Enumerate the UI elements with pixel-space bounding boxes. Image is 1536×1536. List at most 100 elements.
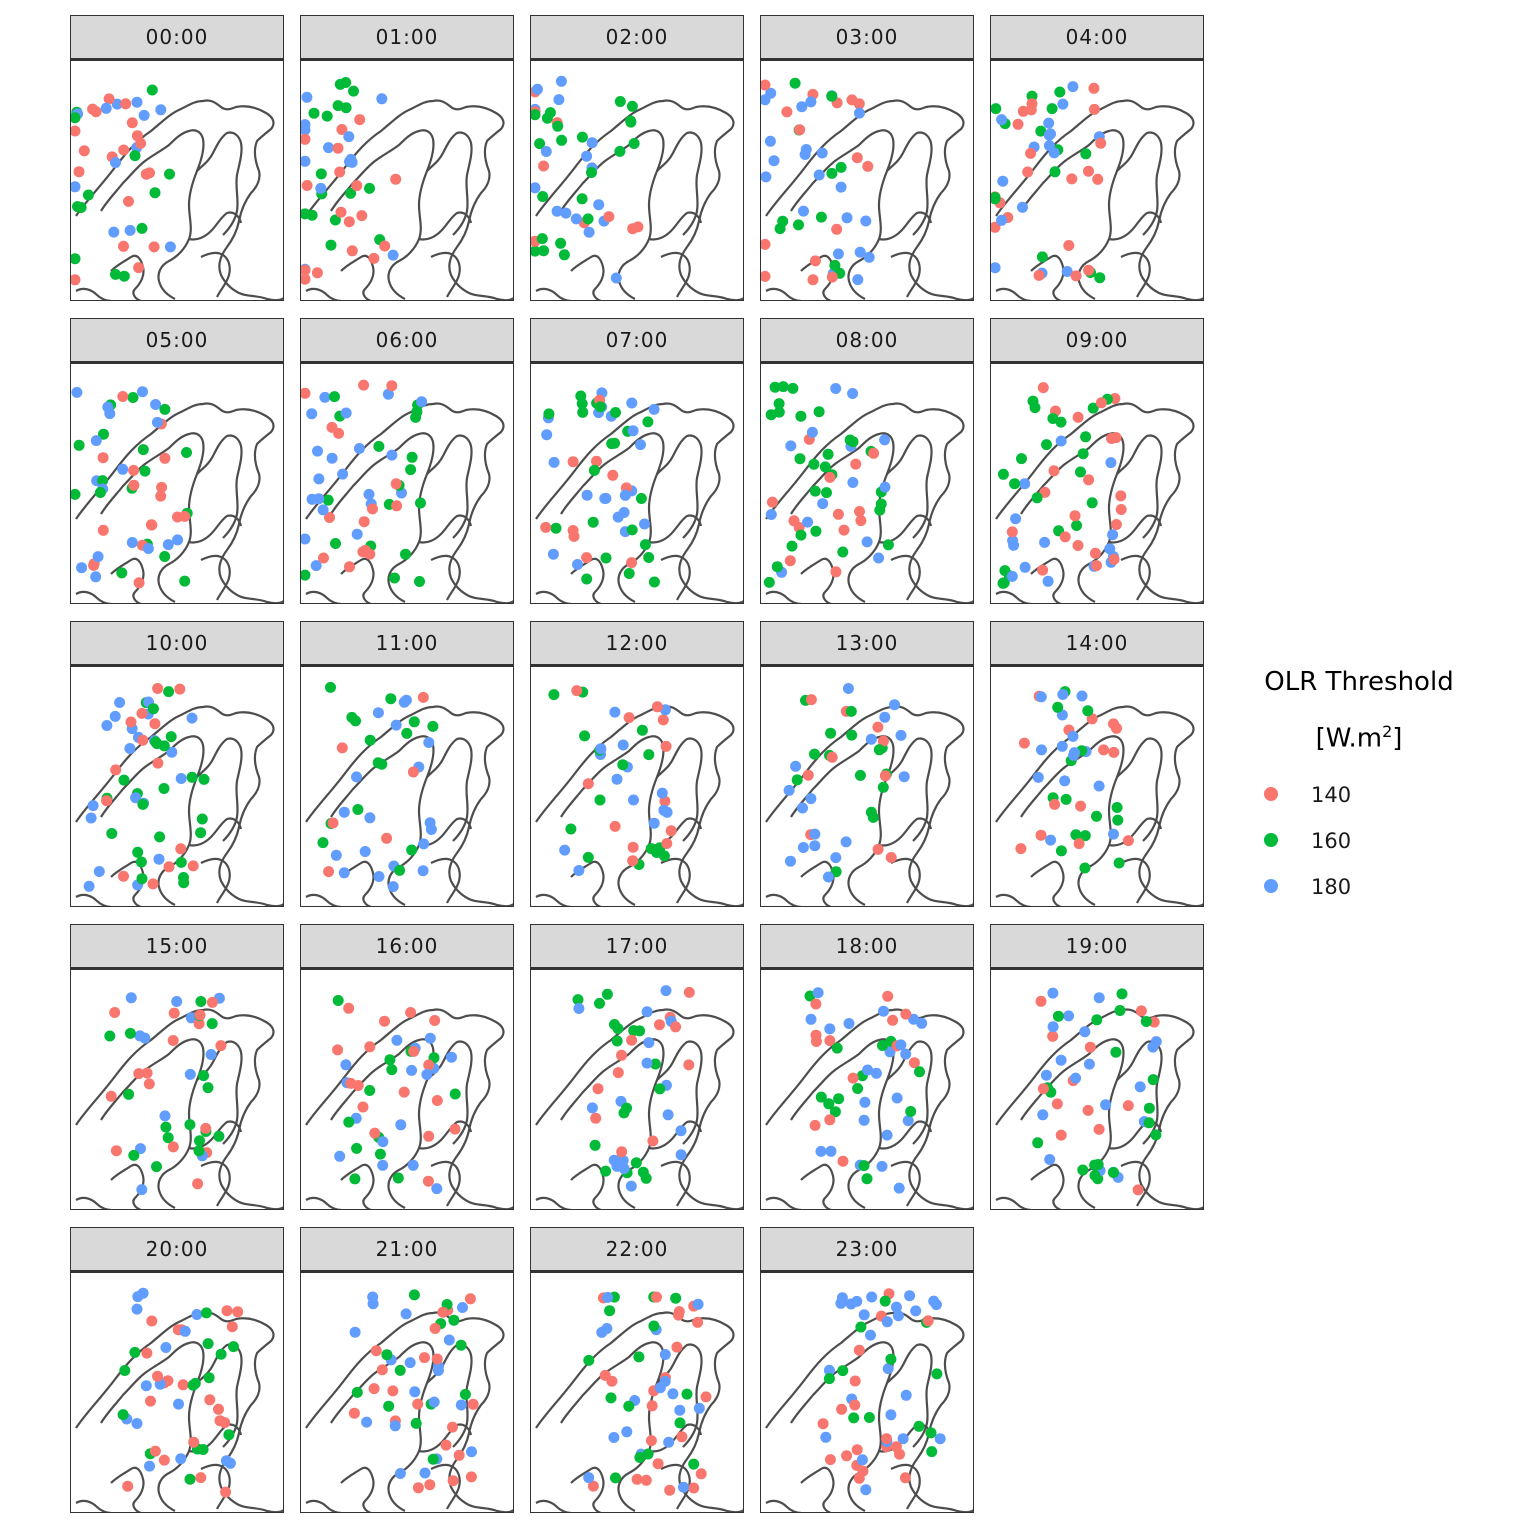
event-point	[123, 195, 134, 207]
event-point	[1093, 992, 1105, 1004]
facet-panel: 00:00	[70, 15, 284, 303]
country-border	[188, 817, 243, 847]
event-point	[343, 131, 355, 143]
event-point	[674, 1404, 686, 1416]
event-point	[427, 1453, 439, 1465]
event-point	[626, 557, 638, 569]
country-border	[1108, 514, 1163, 544]
event-point	[849, 1375, 861, 1387]
event-point	[1035, 829, 1047, 841]
event-point	[332, 1044, 344, 1056]
event-point	[628, 138, 640, 149]
event-point	[158, 740, 170, 752]
event-point	[765, 509, 777, 520]
event-point	[806, 426, 818, 438]
event-point	[109, 710, 121, 722]
event-point	[670, 1292, 682, 1304]
event-point	[133, 577, 145, 589]
event-point	[683, 986, 695, 998]
event-point	[798, 205, 809, 217]
event-point	[609, 437, 620, 449]
event-point	[612, 1067, 624, 1079]
event-point	[1049, 166, 1061, 178]
facet-panel: 22:00	[530, 1227, 744, 1515]
event-point	[646, 1400, 658, 1412]
country-border	[800, 557, 835, 603]
event-point	[675, 1125, 687, 1137]
event-point	[836, 1292, 848, 1304]
event-point	[858, 1114, 870, 1126]
event-point	[123, 1088, 135, 1100]
event-point	[1112, 814, 1124, 826]
event-point	[872, 843, 884, 855]
event-point	[1075, 800, 1087, 812]
event-point	[82, 189, 94, 201]
event-point	[877, 735, 889, 747]
country-border	[1116, 737, 1163, 842]
event-point	[345, 1077, 357, 1089]
event-point	[1083, 264, 1095, 276]
event-point	[895, 729, 907, 741]
country-border	[878, 817, 933, 847]
event-point	[385, 693, 397, 705]
country-border	[75, 287, 112, 300]
event-point	[873, 744, 885, 756]
event-point	[623, 1400, 635, 1412]
event-point	[390, 719, 402, 731]
event-point	[815, 1091, 827, 1103]
facet-strip-label: 00:00	[70, 15, 284, 60]
event-point	[1063, 240, 1075, 251]
event-point	[812, 987, 824, 999]
event-point	[908, 1057, 920, 1069]
event-point	[106, 828, 118, 839]
event-point	[1019, 478, 1031, 490]
event-point	[179, 510, 191, 522]
event-point	[623, 568, 635, 579]
event-point	[830, 383, 842, 394]
event-point	[198, 773, 210, 785]
event-point	[1029, 402, 1041, 414]
event-point	[1100, 1099, 1112, 1111]
event-point	[866, 1291, 878, 1303]
event-point	[1045, 128, 1056, 140]
event-point	[432, 1365, 444, 1376]
country-border	[765, 705, 973, 906]
event-point	[152, 683, 164, 694]
event-point	[400, 548, 411, 560]
map-svg	[75, 1287, 283, 1512]
event-point	[581, 150, 593, 162]
facet-strip-label: 10:00	[70, 621, 284, 666]
event-point	[601, 988, 613, 1000]
map-svg	[305, 681, 513, 906]
event-point	[71, 253, 81, 265]
event-point	[139, 465, 151, 477]
event-point	[1088, 103, 1100, 115]
country-border	[1108, 1120, 1163, 1150]
event-point	[311, 267, 323, 279]
event-point	[926, 1446, 938, 1458]
event-point	[791, 774, 803, 786]
map-svg	[535, 1291, 743, 1512]
country-border	[430, 554, 461, 601]
event-point	[467, 1398, 479, 1410]
event-point	[898, 771, 910, 783]
event-point	[110, 764, 122, 776]
event-point	[626, 1034, 638, 1046]
event-point	[215, 1348, 227, 1360]
event-point	[73, 166, 85, 178]
event-point	[1105, 457, 1117, 469]
country-border	[995, 893, 1032, 906]
event-point	[809, 1119, 821, 1131]
event-point	[665, 825, 677, 837]
event-point	[841, 212, 853, 224]
event-point	[153, 853, 165, 865]
event-point	[830, 852, 842, 864]
event-point	[306, 408, 318, 420]
event-point	[325, 239, 337, 251]
country-border	[418, 1120, 473, 1150]
event-point	[589, 1139, 601, 1151]
event-point	[766, 496, 778, 508]
event-point	[448, 1314, 460, 1326]
event-point	[321, 110, 333, 122]
event-point	[1083, 1058, 1095, 1070]
